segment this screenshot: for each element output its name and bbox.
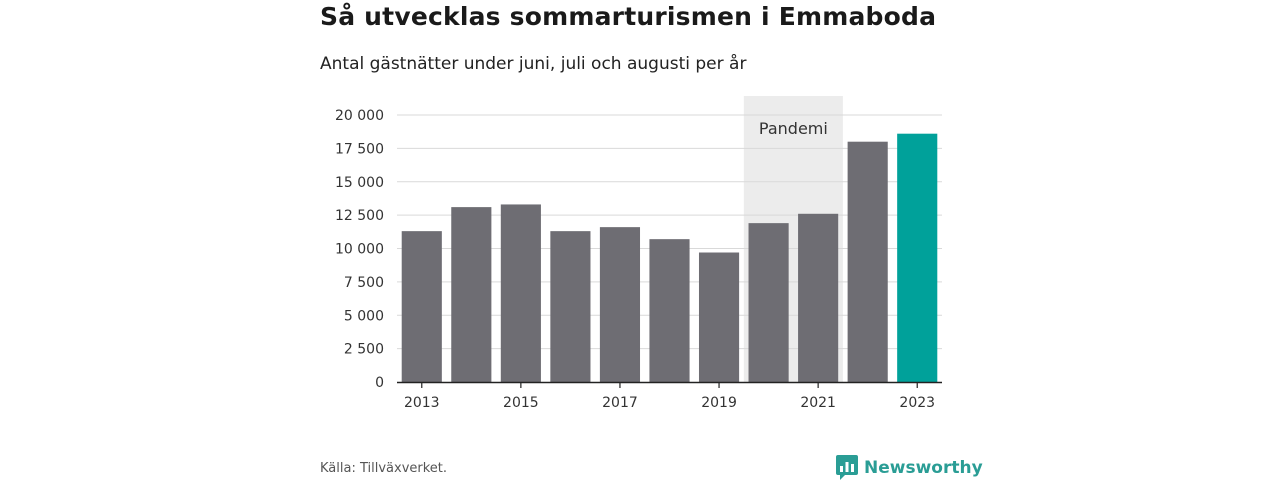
bar-2014: [451, 207, 492, 382]
chart-title: Så utvecklas sommarturismen i Emmaboda: [320, 2, 937, 31]
bar-2022: [847, 141, 888, 382]
y-tick-label: 7 500: [344, 275, 384, 291]
newsworthy-logo-icon: [836, 455, 858, 480]
y-tick-label: 17 500: [335, 141, 384, 157]
bar-2015: [500, 204, 541, 382]
bar-2018: [649, 239, 690, 382]
x-tick-label: 2021: [800, 395, 836, 411]
y-tick-label: 15 000: [335, 175, 384, 191]
x-tick-label: 2013: [404, 395, 440, 411]
brand-name: Newsworthy: [864, 458, 983, 478]
bar-2021: [798, 213, 839, 382]
bar-2019: [698, 252, 740, 382]
y-tick-label: 10 000: [335, 242, 384, 258]
pandemic-label: Pandemi: [759, 119, 828, 138]
source-note: Källa: Tillväxverket.: [320, 461, 448, 476]
bar-2017: [599, 227, 641, 382]
bar-2023: [897, 133, 938, 382]
chart-subtitle: Antal gästnätter under juni, juli och au…: [320, 54, 747, 74]
y-tick-label: 2 500: [344, 342, 384, 358]
bar-2013: [401, 231, 442, 382]
bar-2020: [748, 223, 789, 382]
x-tick-label: 2015: [503, 395, 539, 411]
brand-logo: Newsworthy: [836, 455, 983, 481]
y-tick-label: 5 000: [344, 308, 384, 324]
x-tick-label: 2017: [602, 395, 638, 411]
bar-2016: [550, 231, 591, 382]
x-tick-label: 2023: [899, 395, 935, 411]
y-tick-label: 20 000: [335, 108, 384, 124]
y-tick-label: 0: [375, 375, 384, 391]
x-tick-label: 2019: [701, 395, 737, 411]
y-tick-label: 12 500: [335, 208, 384, 224]
